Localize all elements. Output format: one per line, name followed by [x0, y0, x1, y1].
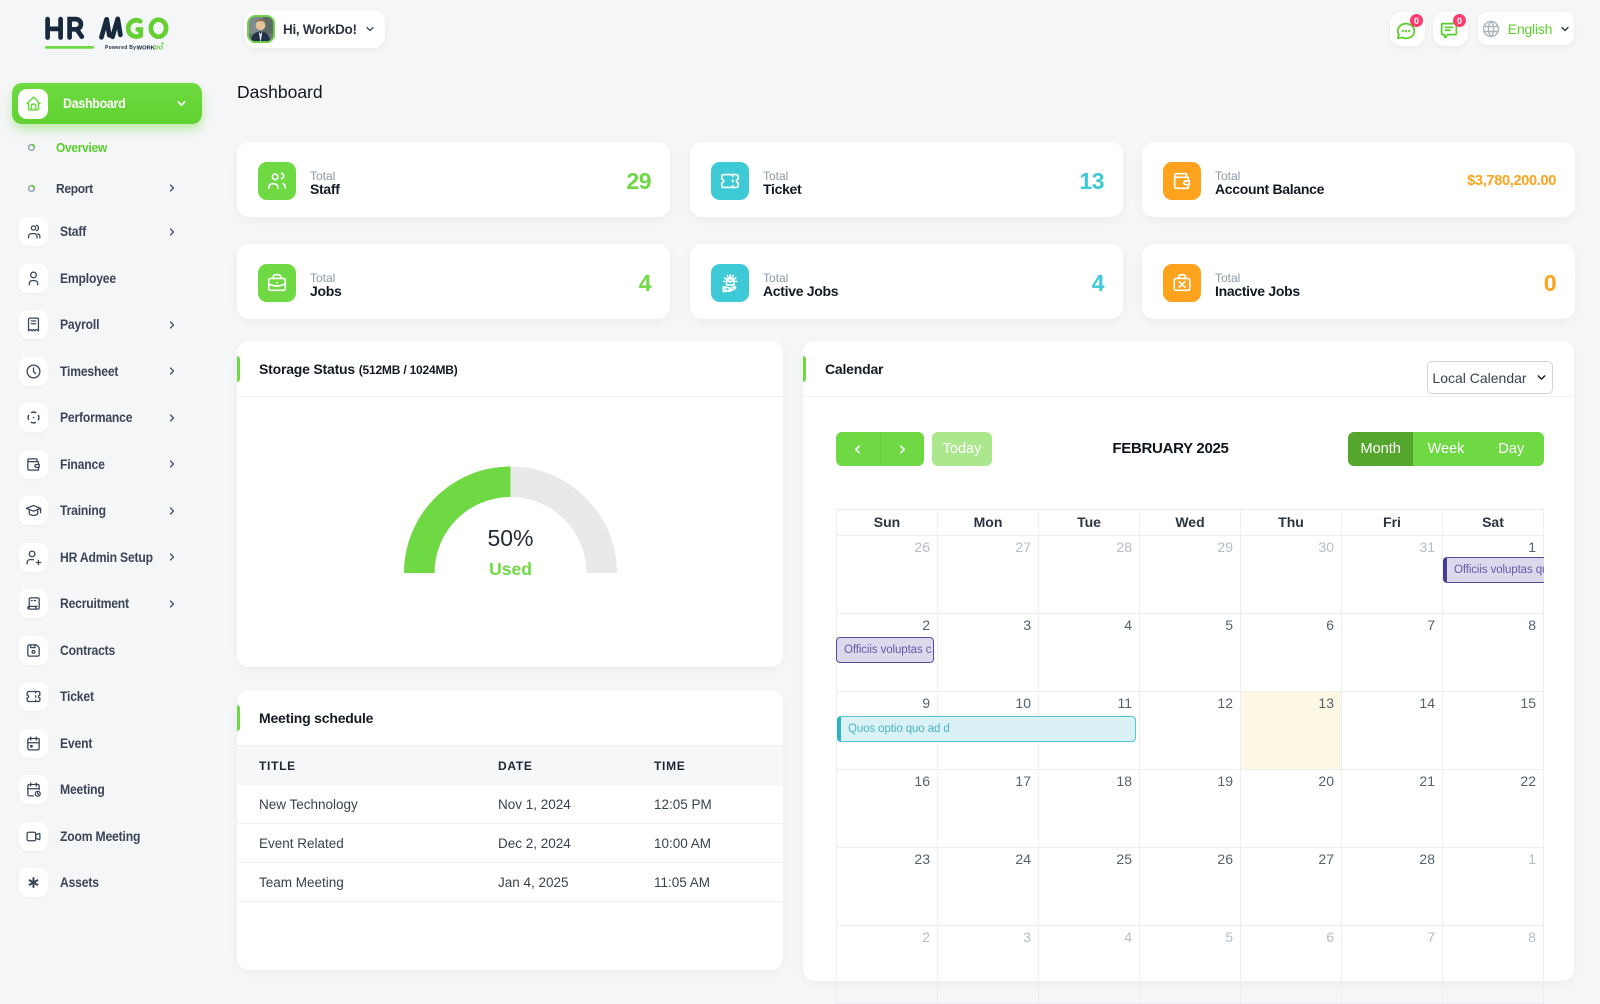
- svg-text:WORK: WORK: [137, 46, 156, 51]
- svg-text:Used: Used: [489, 559, 532, 579]
- svg-text:50%: 50%: [487, 525, 533, 551]
- svg-text:Powered By: Powered By: [105, 45, 136, 51]
- svg-text:DO: DO: [154, 46, 163, 51]
